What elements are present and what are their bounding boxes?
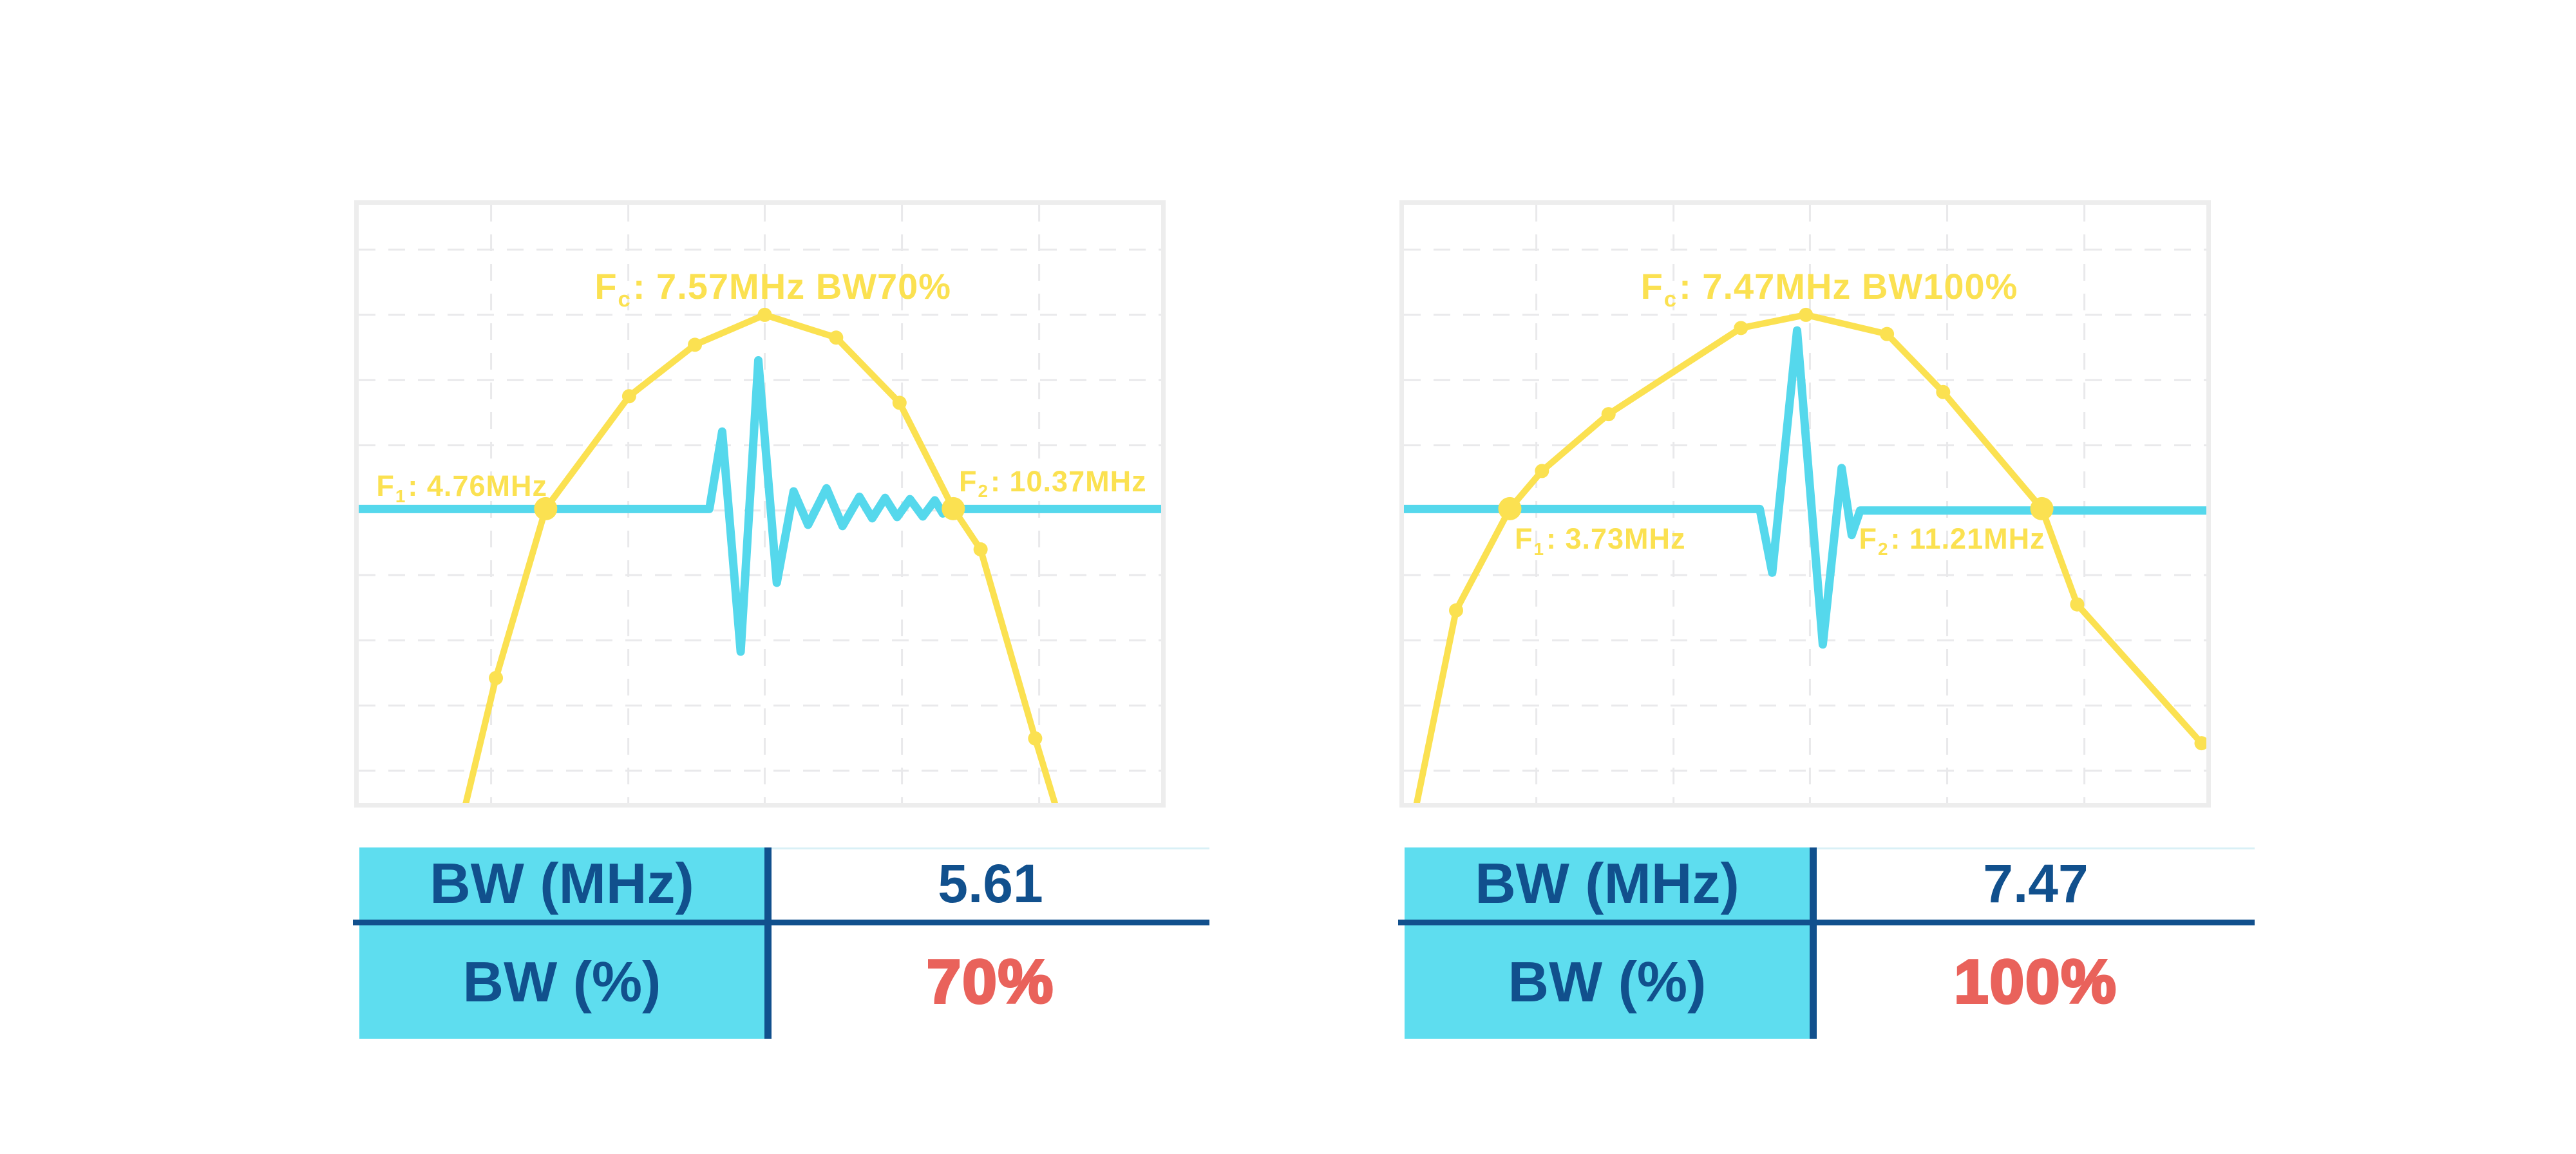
spectrum-marker (829, 330, 844, 345)
spectrum-curve (1413, 311, 2205, 803)
spectrum-marker (2194, 736, 2206, 751)
bandwidth-crossing-marker (2030, 497, 2054, 520)
bw-percent-value: 70% (925, 946, 1055, 1017)
bw-percent-label: BW (%) (1508, 950, 1707, 1014)
table-row-divider (353, 920, 1209, 925)
spectrum-marker (1734, 321, 1748, 336)
f2-annotation: F2: 10.37MHz (959, 464, 1147, 500)
spectrum-marker (757, 307, 772, 322)
spectrum-marker (973, 542, 988, 557)
pulse-waveform (359, 356, 1161, 656)
spectrum-marker (621, 389, 636, 404)
f2-value-text: : 11.21MHz (1890, 522, 2045, 556)
f1-symbol: F (1514, 522, 1533, 556)
spectrum-marker (1936, 384, 1951, 399)
fc-subscript: c (618, 287, 631, 312)
spectrum-chart-left: Fc: 7.57MHz BW70% F1: 4.76MHz F2: 10.37M… (354, 200, 1166, 808)
spectrum-marker (1799, 307, 1814, 322)
f1-value-text: : 4.76MHz (408, 469, 547, 503)
spectrum-marker (1880, 326, 1895, 341)
bw-mhz-label: BW (MHz) (1475, 851, 1739, 915)
spectrum-marker (1601, 407, 1616, 422)
spectrum-marker (1028, 731, 1043, 746)
f2-value-text: : 10.37MHz (990, 464, 1147, 498)
f1-subscript: 1 (395, 486, 406, 506)
table-vertical-rule (1810, 847, 1817, 1039)
spectrum-marker (892, 395, 907, 410)
fc-value-text: : 7.57MHz BW70% (632, 266, 952, 307)
table-row-divider (1398, 920, 2255, 925)
fc-symbol: F (1640, 266, 1663, 307)
spectrum-marker (2070, 597, 2085, 612)
center-frequency-annotation: Fc: 7.47MHz BW100% (1640, 266, 2018, 311)
spectrum-plot-left (359, 205, 1161, 803)
f1-annotation: F1: 3.73MHz (1514, 522, 1686, 558)
bandwidth-table-left: BW (MHz) 5.61 BW (%) 70% (353, 847, 1209, 1039)
bw-percent-value: 100% (1953, 946, 2117, 1017)
bw-mhz-value: 5.61 (938, 853, 1043, 914)
spectrum-marker (1448, 603, 1463, 618)
f2-annotation: F2: 11.21MHz (1859, 522, 2045, 558)
bandwidth-crossing-marker (534, 497, 558, 520)
bandwidth-table-right: BW (MHz) 7.47 BW (%) 100% (1398, 847, 2255, 1039)
spectrum-curve (462, 311, 1059, 803)
fc-value-text: : 7.47MHz BW100% (1679, 266, 2018, 307)
pulse-waveform (1404, 326, 2206, 649)
bw-percent-label: BW (%) (462, 950, 661, 1014)
f2-symbol: F (959, 464, 978, 498)
spectrum-marker (1535, 464, 1549, 478)
table-top-rule (1810, 847, 2255, 849)
table-top-rule (764, 847, 1209, 849)
spectrum-marker (688, 337, 703, 352)
spectrum-marker (489, 670, 504, 685)
table-label-column (359, 847, 764, 1039)
f1-subscript: 1 (1533, 538, 1544, 559)
bw-mhz-label: BW (MHz) (430, 851, 694, 915)
f2-symbol: F (1859, 522, 1877, 556)
fc-symbol: F (594, 266, 618, 307)
f2-subscript: 2 (978, 481, 989, 502)
table-vertical-rule (764, 847, 772, 1039)
table-label-column (1405, 847, 1810, 1039)
fc-subscript: c (1663, 287, 1678, 312)
f2-subscript: 2 (1877, 538, 1889, 559)
bandwidth-crossing-marker (1498, 497, 1522, 520)
bandwidth-crossing-marker (942, 497, 965, 520)
f1-symbol: F (376, 469, 395, 503)
spectrum-chart-right: Fc: 7.47MHz BW100% F1: 3.73MHz F2: 11.21… (1399, 200, 2211, 808)
spectrum-plot-right (1404, 205, 2206, 803)
f1-value-text: : 3.73MHz (1546, 522, 1686, 556)
center-frequency-annotation: Fc: 7.57MHz BW70% (594, 266, 952, 311)
bw-mhz-value: 7.47 (1983, 853, 2088, 914)
f1-annotation: F1: 4.76MHz (376, 469, 547, 505)
